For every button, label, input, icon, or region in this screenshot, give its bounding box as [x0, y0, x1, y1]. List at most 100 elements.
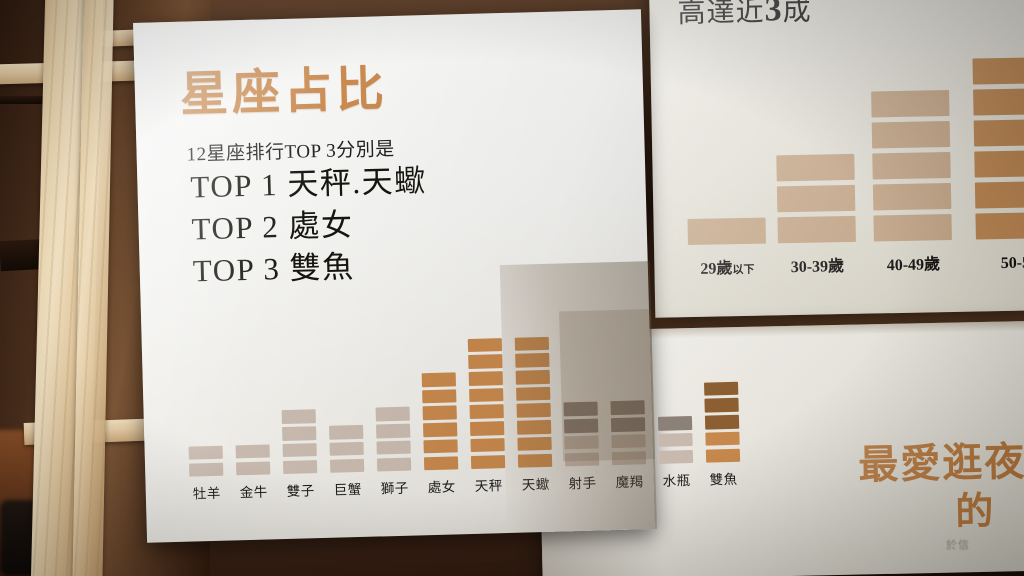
age-bar-segment: [973, 88, 1024, 116]
axis-label: 金牛: [239, 484, 268, 501]
bar-column: [514, 336, 553, 468]
bar-column: [235, 444, 271, 476]
age-bar-segment: [975, 212, 1024, 240]
bar-segment: [703, 381, 739, 396]
bar-segment: [467, 337, 503, 353]
bar-segment: [422, 422, 458, 437]
age-axis-label: 40-49歲: [886, 256, 941, 275]
night-poster-small-text: 於信: [945, 539, 971, 552]
axis-label: 射手: [568, 475, 597, 492]
age-bar-column: [687, 217, 766, 246]
age-bar-segment: [871, 90, 950, 118]
age-bar-segment: [974, 181, 1024, 209]
age-bar-segment: [872, 182, 952, 211]
age-headline-number: 3: [764, 0, 783, 29]
axis-label: 獅子: [380, 480, 409, 497]
bar-segment: [423, 439, 458, 454]
bar-segment: [469, 404, 504, 419]
age-bar-segment: [974, 150, 1024, 178]
bar-segment: [469, 387, 504, 403]
top-rank-line-3: TOP 3 雙魚: [192, 249, 356, 289]
bar-segment: [468, 354, 503, 369]
bar-segment: [563, 418, 599, 434]
axis-label: 牡羊: [192, 485, 222, 502]
age-bar-segment: [873, 213, 952, 242]
age-bar-column: [776, 153, 856, 244]
bar-segment: [422, 405, 457, 421]
age-headline-prefix: 高達近: [677, 0, 765, 30]
axis-label: 雙子: [286, 483, 315, 499]
bar-segment: [376, 423, 411, 439]
age-axis-label-main: 29歲: [700, 260, 733, 278]
bar-segment: [375, 407, 410, 422]
bar-segment: [705, 448, 741, 463]
age-bar-segment: [973, 119, 1024, 147]
bar-segment: [610, 400, 645, 416]
bar-segment: [376, 440, 411, 455]
bar-segment: [281, 409, 316, 425]
bar-segment: [282, 426, 317, 441]
age-bar-segment: [776, 184, 856, 213]
zodiac-poster: 星座占比 12星座排行TOP 3分別是 TOP 1 天秤.天蠍 TOP 2 處女…: [133, 9, 741, 543]
age-bar-chart: 29歲以下 30-39歲 40-49歲: [673, 57, 1024, 284]
age-bar-segment: [776, 153, 855, 182]
zodiac-bar-chart: 牡羊 金牛 雙子 巨蟹: [185, 310, 741, 507]
age-bar-segment: [872, 152, 951, 180]
axis-label: 天蠍: [521, 476, 550, 493]
bar-segment: [704, 414, 740, 430]
age-poster-headline: 高達近3成: [677, 0, 812, 31]
bar-column: [563, 401, 600, 467]
age-bar-segment: [777, 215, 856, 244]
bar-column: [421, 372, 459, 471]
bar-segment: [468, 371, 503, 386]
bar-segment: [329, 441, 364, 457]
bar-segment: [514, 336, 550, 351]
bar-segment: [517, 453, 553, 468]
bar-segment: [188, 445, 223, 460]
bar-segment: [470, 437, 505, 453]
bar-segment: [516, 403, 551, 418]
axis-label: 雙魚: [709, 471, 738, 488]
age-bar-column: [871, 90, 952, 242]
bar-column: [467, 337, 506, 469]
bar-column: [703, 381, 741, 463]
bar-segment: [282, 459, 318, 475]
axis-label: 天秤: [474, 478, 503, 494]
bar-segment: [376, 457, 412, 472]
bar-segment: [422, 389, 457, 404]
axis-label: 魔羯: [615, 474, 644, 491]
axis-label: 處女: [427, 479, 456, 496]
bar-segment: [658, 432, 693, 448]
bar-segment: [657, 416, 693, 431]
age-bar-segment: [871, 121, 951, 149]
bar-segment: [423, 455, 459, 471]
bar-segment: [564, 435, 599, 450]
bar-segment: [705, 431, 740, 446]
bar-segment: [517, 436, 552, 452]
bar-segment: [329, 458, 365, 473]
bar-segment: [611, 434, 646, 449]
age-axis-label: 30-39歲: [790, 258, 845, 277]
night-poster-headline-line1: 最愛逛夜: [857, 439, 1024, 488]
bar-segment: [515, 353, 550, 368]
axis-label: 水瓶: [662, 473, 691, 489]
bar-segment: [282, 442, 317, 458]
age-bar-segment: [687, 217, 766, 246]
bar-column: [188, 445, 224, 477]
age-axis-label: 50-5: [1000, 254, 1024, 273]
axis-label: 巨蟹: [333, 481, 362, 498]
bar-segment: [421, 372, 456, 387]
bar-column: [281, 409, 318, 475]
bar-column: [375, 407, 412, 472]
bar-segment: [704, 398, 739, 413]
bar-segment: [235, 460, 271, 476]
age-bar-segment: [972, 57, 1024, 85]
age-headline-suffix: 成: [782, 0, 812, 28]
bar-segment: [470, 454, 506, 469]
bar-segment: [563, 401, 598, 417]
bar-segment: [516, 386, 551, 401]
bar-column: [329, 425, 365, 473]
bar-segment: [188, 462, 224, 477]
poster-subtitle: 12星座排行TOP 3分別是: [186, 138, 395, 166]
